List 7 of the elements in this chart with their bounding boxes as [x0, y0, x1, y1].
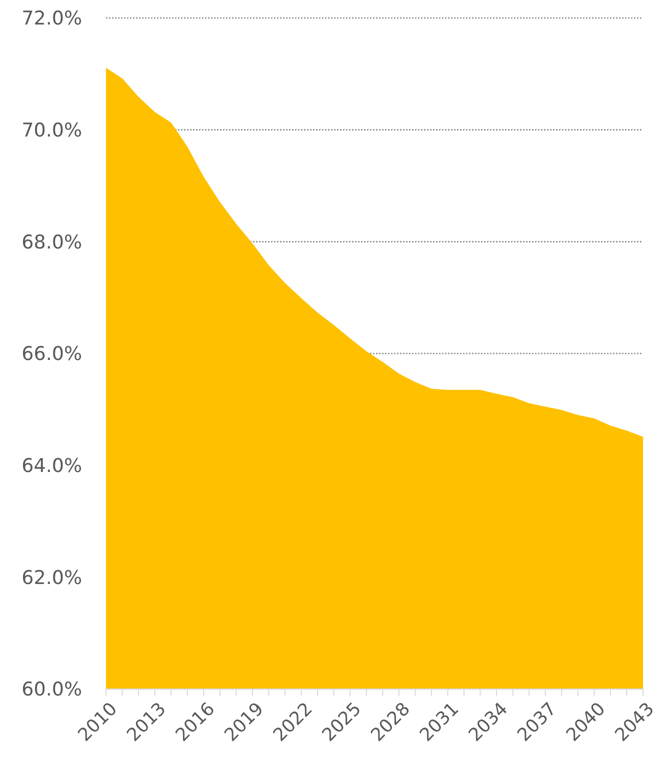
y-tick-label: 68.0% — [22, 231, 82, 254]
y-tick-label: 70.0% — [22, 119, 82, 142]
y-tick-label: 60.0% — [22, 678, 82, 701]
y-tick-label: 66.0% — [22, 343, 82, 366]
y-tick-label: 62.0% — [22, 566, 82, 589]
y-tick-label: 64.0% — [22, 454, 82, 477]
y-tick-label: 72.0% — [22, 8, 82, 30]
